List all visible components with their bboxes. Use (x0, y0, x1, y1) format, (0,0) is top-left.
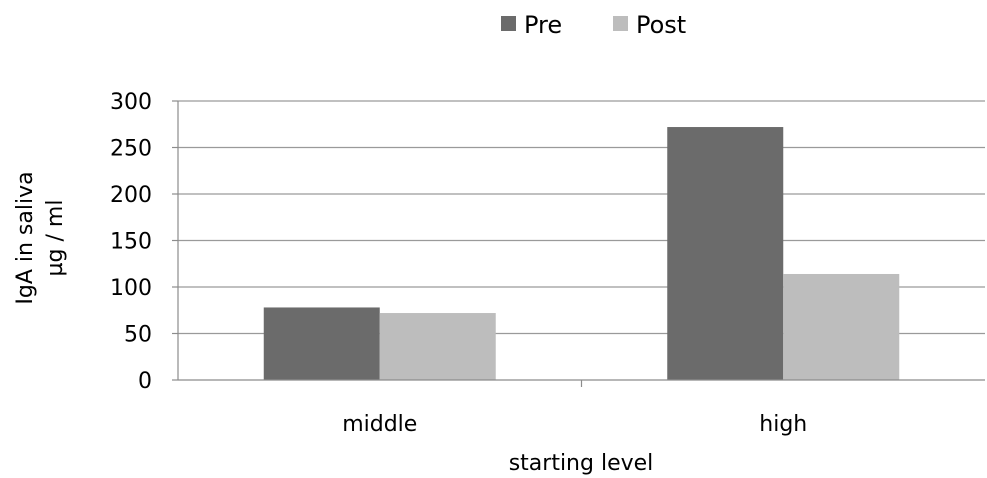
bar-post-high (783, 273, 900, 380)
legend-label-pre: Pre (524, 11, 562, 39)
axes (172, 100, 985, 387)
y-tick-label: 250 (110, 137, 152, 162)
y-tick-label: 50 (124, 323, 152, 348)
bars (263, 127, 900, 380)
y-tick-labels: 0 50 100 150 200 250 300 (110, 90, 152, 394)
bar-pre-middle (263, 307, 380, 380)
y-axis-title-line-2: µg / ml (43, 200, 68, 277)
legend-label-post: Post (636, 11, 686, 39)
y-tick-label: 200 (110, 183, 152, 208)
y-tick-label: 150 (110, 230, 152, 255)
bar-pre-high (667, 127, 784, 380)
y-tick-label: 0 (138, 369, 152, 394)
x-axis-title: starting level (509, 451, 654, 476)
x-tick-labels: middle high (342, 412, 807, 437)
y-tick-label: 300 (110, 90, 152, 115)
legend-swatch-post (613, 16, 628, 31)
legend: Pre Post (501, 11, 686, 39)
x-tick-label: high (759, 412, 807, 437)
legend-swatch-pre (501, 16, 516, 31)
bar-post-middle (379, 313, 496, 380)
y-axis-title: IgA in saliva µg / ml (13, 171, 68, 304)
x-tick-label: middle (342, 412, 417, 437)
y-axis-title-line-1: IgA in saliva (13, 171, 38, 304)
y-tick-label: 100 (110, 276, 152, 301)
